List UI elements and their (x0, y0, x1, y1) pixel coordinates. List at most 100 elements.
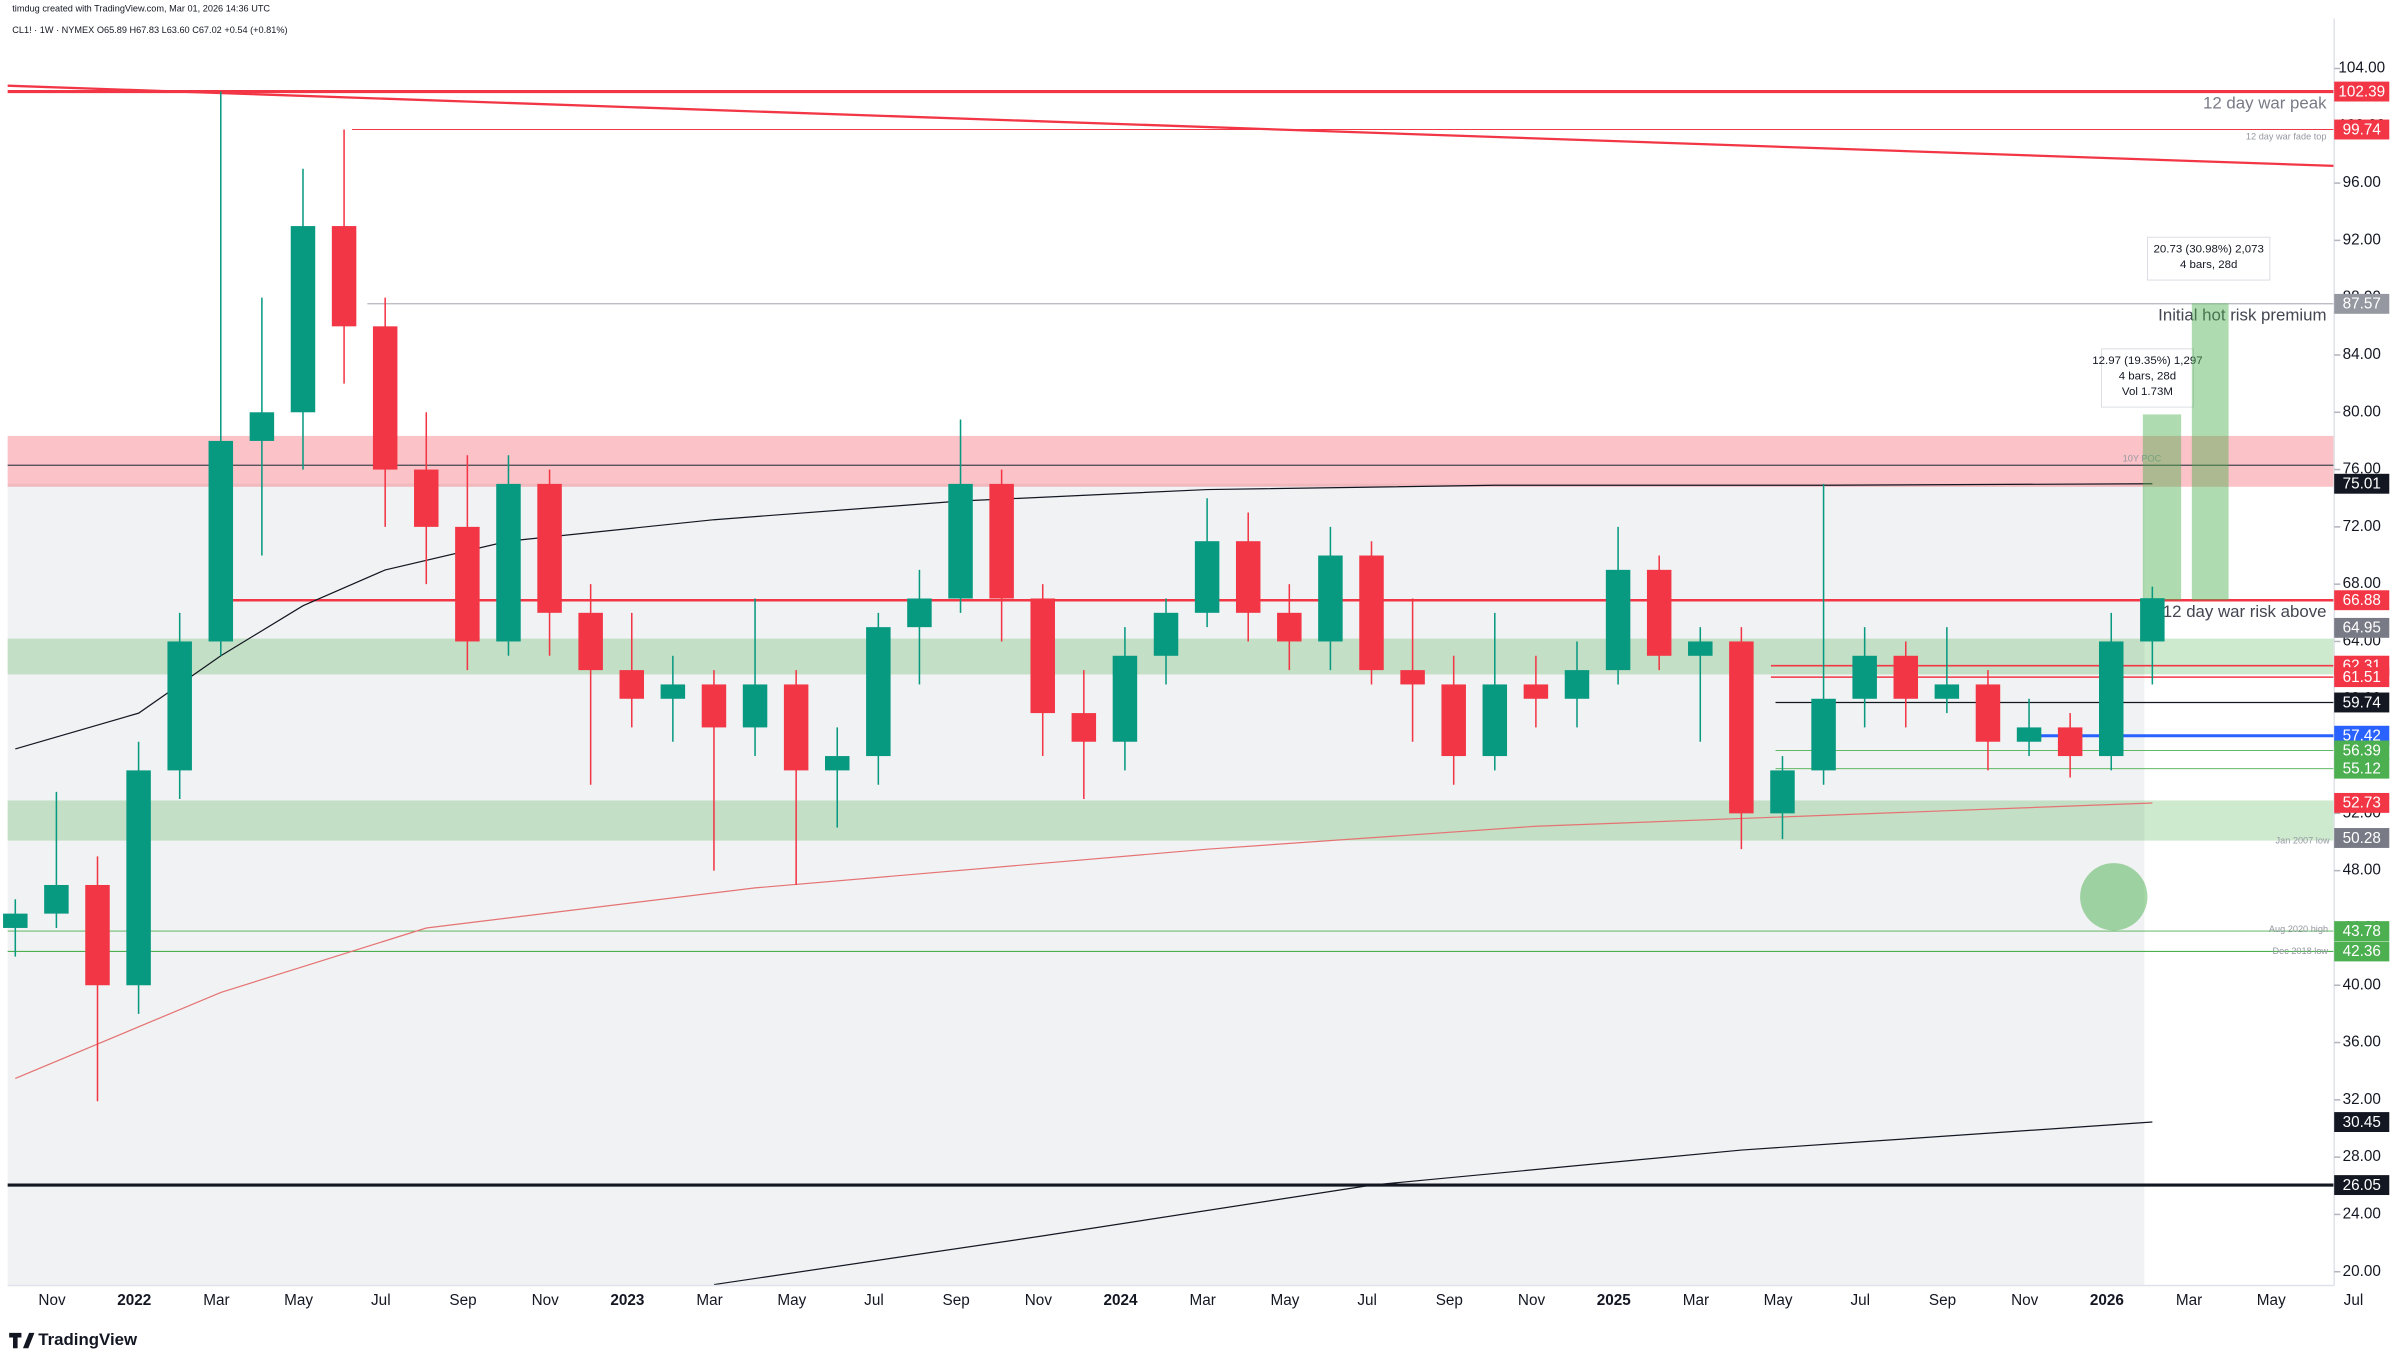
price-tag-label: 75.01 (2343, 476, 2381, 493)
candle-body (1523, 684, 1549, 699)
price-tag (2334, 792, 2390, 813)
candle-body (455, 526, 480, 642)
candle-body (331, 226, 357, 327)
candle-body (1605, 569, 1631, 671)
price-tag-label: 99.74 (2343, 121, 2382, 138)
moving-averages (15, 483, 2153, 1286)
price-tag-label: 50.28 (2343, 830, 2381, 847)
symbol-header: CL1! · 1W · NYMEX O65.89 H67.83 L63.60 C… (12, 25, 287, 35)
price-tag-label: 55.12 (2343, 760, 2381, 777)
x-tick-label: 2024 (1104, 1292, 1139, 1309)
price-tag (2334, 590, 2390, 611)
measure-box (2142, 414, 2182, 601)
x-tick-label: Mar (696, 1292, 722, 1309)
price-tag (2334, 740, 2390, 761)
candle-body (578, 612, 603, 671)
candle-body (1441, 684, 1466, 757)
levels: 12 day war peak 12 day war fade top Initia… (7, 84, 2335, 1187)
candle-body (1030, 598, 1055, 714)
x-tick-label: Jul (2344, 1292, 2364, 1309)
measure-label: Vol 1.73M (2122, 386, 2173, 398)
measure-label: 4 bars, 28d (2180, 259, 2237, 271)
credit: timdug created with TradingView.com, Mar… (12, 4, 270, 14)
candle-body (2016, 727, 2042, 742)
x-tick-label: May (777, 1292, 806, 1309)
candle-body (85, 884, 110, 986)
price-tag-label: 57.42 (2343, 728, 2381, 745)
brand-logo (9, 1332, 35, 1349)
x-tick-label: 2026 (2090, 1292, 2124, 1309)
candle-body (1729, 641, 1754, 814)
x-tick-label: Mar (2176, 1292, 2202, 1309)
candle-body (208, 440, 234, 642)
price-tag (2334, 692, 2390, 713)
level-annotation: Dec 2018 low (2272, 946, 2328, 956)
measure-box (2191, 303, 2229, 601)
y-tick-label: 104.00 (2338, 60, 2385, 77)
measure-label-box (2101, 348, 2194, 408)
candle-body (1975, 684, 2001, 742)
price-tag-label: 87.57 (2343, 296, 2381, 313)
candle-body (414, 469, 439, 527)
x-tick-label: Nov (38, 1292, 66, 1309)
candle-body (3, 913, 28, 928)
zone (7, 800, 2335, 841)
brand: TradingView (38, 1330, 138, 1349)
price-tag (2334, 667, 2390, 688)
x-tick-label: Nov (532, 1292, 560, 1309)
x-tick-label: 2025 (1597, 1292, 1632, 1309)
candle-body (2140, 598, 2165, 642)
y-tick-label: 32.00 (2343, 1091, 2381, 1108)
candle-body (701, 684, 727, 728)
candle-body (44, 884, 69, 914)
price-tag-label: 59.74 (2343, 694, 2382, 711)
candle-body (126, 770, 151, 986)
candle-body (742, 684, 768, 728)
x-tick-label: Sep (449, 1292, 476, 1309)
level-annotation: 12 day war risk above (2163, 602, 2327, 621)
y-tick-label: 28.00 (2343, 1148, 2381, 1165)
x-tick-label: Nov (2011, 1292, 2039, 1309)
x-tick-label: 2023 (610, 1292, 644, 1309)
candle-body (1112, 655, 1138, 742)
price-tag (2334, 617, 2390, 638)
candle-body (1934, 684, 1960, 699)
x-tick-label: Jul (1851, 1292, 1871, 1309)
x-tick-label: May (284, 1292, 313, 1309)
level-annotation: 12 day war fade top (2246, 132, 2327, 142)
price-tag (2334, 941, 2390, 962)
price-tag-label: 42.36 (2343, 943, 2381, 960)
price-tag-label: 66.88 (2343, 592, 2381, 609)
candle-body (249, 412, 275, 441)
candle-body (537, 483, 562, 613)
y-tick-label: 40.00 (2343, 976, 2381, 993)
candle-body (496, 483, 521, 642)
measures: 12.97 (19.35%) 1,297 4 bars, 28d Vol 1.73M… (2092, 236, 2271, 601)
candle-body (290, 226, 316, 413)
price-tag (2334, 119, 2390, 140)
trendline (7, 84, 2335, 168)
price-tag (2334, 473, 2390, 494)
candle-body (1646, 569, 1672, 656)
candle-body (1482, 684, 1508, 757)
candle-body (1770, 770, 1795, 814)
x-tick-label: Jul (371, 1292, 391, 1309)
price-tag (2334, 758, 2390, 779)
y-tick-label: 48.00 (2343, 862, 2381, 879)
price-tag-label: 64.95 (2343, 620, 2381, 637)
level-annotation: 12 day war peak (2203, 93, 2327, 112)
level-annotation: 10Y POC (2123, 454, 2162, 464)
x-tick-label: Sep (1436, 1292, 1463, 1309)
y-tick-label: 68.00 (2343, 575, 2381, 592)
moving-average (15, 802, 2153, 1079)
level-annotation: Jan 2007 low (2276, 835, 2330, 845)
candle-body (948, 483, 973, 599)
candle-body (989, 483, 1014, 599)
x-tick-label: 2022 (117, 1292, 151, 1309)
candle-body (1811, 698, 1836, 771)
candles (3, 91, 2165, 1102)
price-tag-label: 43.78 (2343, 923, 2381, 940)
